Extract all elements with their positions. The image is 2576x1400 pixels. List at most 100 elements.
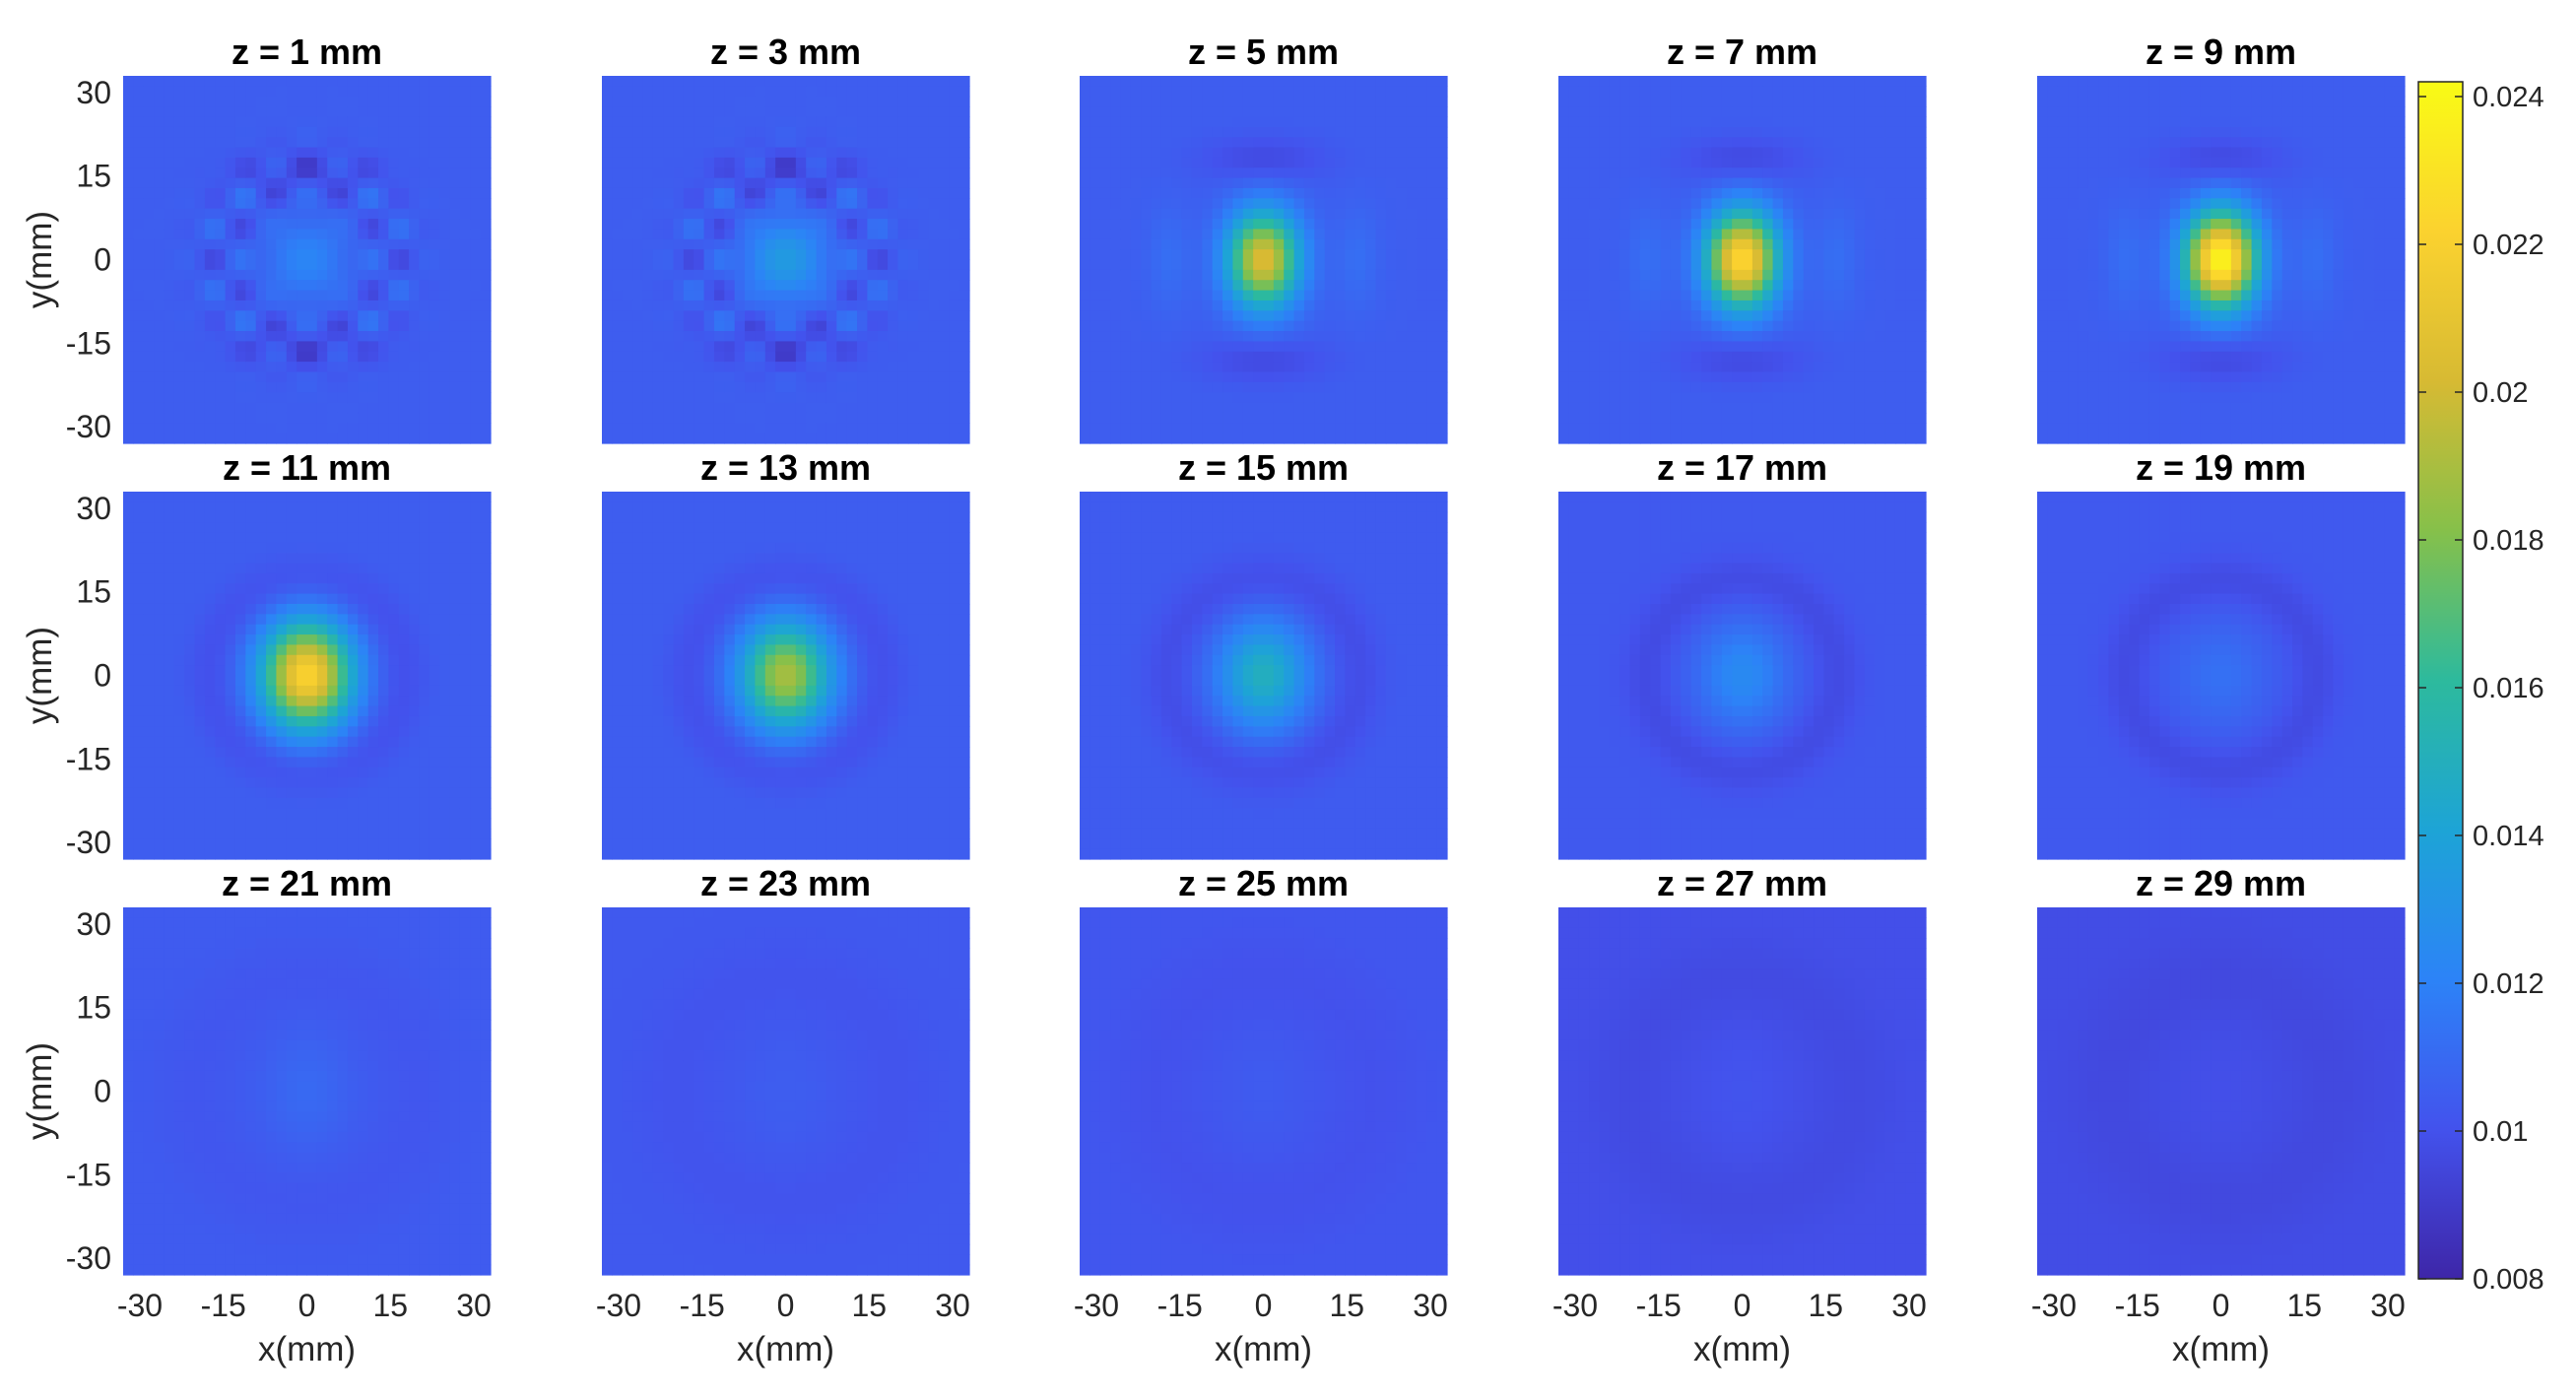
heatmap-cell	[846, 106, 858, 118]
heatmap-cell	[755, 362, 766, 373]
heatmap-cell	[1080, 76, 1090, 87]
heatmap-cell	[1130, 86, 1142, 98]
heatmap-cell	[1732, 290, 1744, 301]
heatmap-cell	[347, 392, 359, 404]
heatmap-cell	[745, 341, 757, 353]
heatmap-cell	[694, 402, 705, 414]
heatmap-cell	[1293, 320, 1305, 332]
heatmap-cell	[1589, 177, 1601, 189]
heatmap-cell	[337, 137, 349, 149]
heatmap-cell	[806, 331, 818, 342]
heatmap-cell	[1782, 341, 1794, 353]
heatmap-cell	[388, 167, 400, 179]
heatmap-cell	[1782, 147, 1794, 159]
heatmap-cell	[602, 157, 613, 168]
heatmap-cell	[276, 167, 288, 179]
heatmap-cell	[1578, 331, 1590, 342]
heatmap-cell	[1181, 167, 1193, 179]
heatmap-cell	[1293, 229, 1305, 240]
heatmap-cell	[1253, 371, 1265, 383]
heatmap-cell	[266, 351, 278, 363]
heatmap-cell	[1772, 300, 1784, 311]
heatmap-cell	[1314, 208, 1326, 220]
heatmap-cell	[245, 238, 257, 250]
heatmap-cell	[1436, 433, 1448, 444]
heatmap-cell	[918, 423, 930, 434]
heatmap-cell	[225, 126, 236, 138]
heatmap-cell	[1354, 249, 1366, 261]
heatmap-cell	[1681, 177, 1692, 189]
heatmap-cell	[1212, 341, 1223, 353]
heatmap-cell	[297, 167, 308, 179]
heatmap-cell	[347, 269, 359, 281]
heatmap-cell	[755, 412, 766, 424]
heatmap-cell	[1793, 157, 1805, 168]
heatmap-cell	[133, 86, 145, 98]
heatmap-cell	[724, 238, 736, 250]
heatmap-cell	[245, 137, 257, 149]
heatmap-cell	[683, 320, 694, 332]
heatmap-cell	[316, 208, 328, 220]
heatmap-cell	[173, 310, 185, 322]
heatmap-cell	[480, 381, 492, 393]
heatmap-cell	[673, 371, 685, 383]
heatmap-cell	[877, 412, 889, 424]
heatmap-cell	[316, 76, 328, 87]
heatmap-cell	[1629, 198, 1641, 210]
heatmap-cell	[867, 116, 879, 128]
heatmap-cell	[836, 371, 848, 383]
heatmap-cell	[785, 351, 797, 363]
heatmap-cell	[347, 300, 359, 311]
heatmap-cell	[1793, 147, 1805, 159]
heatmap-cell	[1375, 187, 1387, 199]
heatmap-cell	[164, 177, 175, 189]
heatmap-cell	[1335, 187, 1346, 199]
heatmap-cell	[1762, 96, 1774, 107]
heatmap-cell	[1650, 198, 1662, 210]
heatmap-cell	[1212, 86, 1223, 98]
heatmap-cell	[449, 310, 461, 322]
heatmap-cell	[1782, 371, 1794, 383]
heatmap-cell	[785, 290, 797, 301]
heatmap-cell	[1751, 157, 1763, 168]
heatmap-cell	[622, 137, 633, 149]
heatmap-cell	[1650, 433, 1662, 444]
heatmap-cell	[683, 238, 694, 250]
heatmap-cell	[1793, 86, 1805, 98]
heatmap-cell	[1335, 229, 1346, 240]
heatmap-cell	[398, 208, 410, 220]
heatmap-cell	[1151, 187, 1162, 199]
heatmap-cell	[276, 238, 288, 250]
heatmap-cell	[846, 320, 858, 332]
heatmap-cell	[1120, 167, 1132, 179]
heatmap-cell	[755, 331, 766, 342]
heatmap-cell	[1099, 300, 1111, 311]
heatmap-cell	[184, 126, 196, 138]
heatmap-cell	[1181, 249, 1193, 261]
heatmap-cell	[1711, 157, 1723, 168]
heatmap-cell	[276, 300, 288, 311]
heatmap-cell	[734, 310, 746, 322]
heatmap-cell	[949, 351, 960, 363]
heatmap-cell	[388, 219, 400, 231]
heatmap-cell	[703, 371, 715, 383]
heatmap-cell	[184, 259, 196, 271]
heatmap-cell	[1335, 208, 1346, 220]
heatmap-cell	[276, 269, 288, 281]
heatmap-cell	[1242, 320, 1254, 332]
heatmap-cell	[1365, 320, 1377, 332]
heatmap-cell	[857, 412, 868, 424]
heatmap-cell	[1242, 412, 1254, 424]
heatmap-cell	[1670, 331, 1682, 342]
heatmap-cell	[1151, 219, 1162, 231]
heatmap-cell	[836, 106, 848, 118]
heatmap-cell	[694, 187, 705, 199]
heatmap-cell	[1814, 249, 1824, 261]
heatmap-cell	[1263, 259, 1275, 271]
heatmap-cell	[1833, 381, 1845, 393]
heatmap-cell	[204, 259, 216, 271]
heatmap-cell	[897, 229, 909, 240]
heatmap-cell	[1263, 392, 1275, 404]
heatmap-cell	[347, 116, 359, 128]
heatmap-cell	[764, 238, 776, 250]
